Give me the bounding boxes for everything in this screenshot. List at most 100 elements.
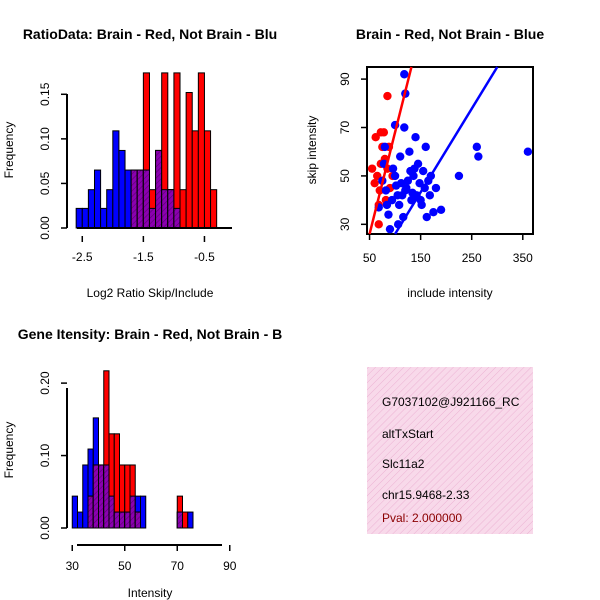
histogram-bar-overlap bbox=[161, 189, 169, 229]
scatter-point-brain bbox=[374, 220, 383, 229]
histogram-bar-overlap bbox=[124, 511, 131, 529]
ratio-histogram-bars bbox=[75, 72, 218, 229]
x-axis-ticks: 30 50 70 90 bbox=[66, 545, 237, 573]
histogram-bar-brain bbox=[203, 130, 212, 229]
histogram-bar-brain bbox=[191, 130, 199, 229]
histogram-bar-overlap bbox=[92, 464, 99, 529]
histogram-bar-not-brain bbox=[140, 495, 147, 529]
y-tick-label: 90 bbox=[338, 72, 352, 86]
scatter-point-not-brain bbox=[394, 200, 404, 210]
y-axis-label: Frequency bbox=[2, 122, 16, 179]
histogram-bar-not-brain bbox=[87, 189, 95, 229]
scatter-point-not-brain bbox=[523, 147, 533, 156]
scatter-point-not-brain bbox=[405, 147, 414, 156]
histogram-bar-overlap bbox=[155, 149, 163, 229]
chart-title: RatioData: Brain - Red, Not Brain - Blu bbox=[23, 26, 277, 42]
histogram-bar-not-brain bbox=[77, 511, 84, 529]
histogram-bar-overlap bbox=[148, 207, 157, 229]
histogram-bar-overlap bbox=[142, 169, 150, 229]
histogram-bar-brain bbox=[197, 72, 205, 229]
fit-line-brain bbox=[368, 66, 413, 235]
scatter-points bbox=[367, 70, 533, 234]
x-axis-label: Log2 Ratio Skip/Include bbox=[87, 286, 214, 300]
x-tick-label: 70 bbox=[171, 559, 185, 573]
fit-line-not-brain bbox=[394, 66, 499, 235]
scatter-point-brain bbox=[367, 164, 377, 173]
histogram-bar-overlap bbox=[173, 207, 181, 229]
scatter-point-not-brain bbox=[381, 186, 391, 195]
x-tick-label: 350 bbox=[513, 251, 533, 265]
scatter-point-brain bbox=[371, 132, 380, 142]
x-tick-label: -2.5 bbox=[72, 250, 93, 264]
scatter-point-brain bbox=[383, 91, 392, 101]
gene-name: Slc11a2 bbox=[382, 457, 425, 471]
scatter-point-not-brain bbox=[425, 191, 435, 200]
histogram-bar-not-brain bbox=[75, 207, 83, 229]
scatter-point-not-brain bbox=[388, 164, 398, 173]
scatter-point-not-brain bbox=[431, 183, 441, 193]
scatter-point-not-brain bbox=[400, 70, 409, 79]
histogram-bar-not-brain bbox=[112, 130, 120, 229]
scatter-point-not-brain bbox=[422, 212, 431, 222]
histogram-bar-overlap bbox=[87, 495, 94, 529]
scatter-point-not-brain bbox=[418, 166, 428, 176]
y-axis-ticks: 0.00 0.10 0.20 bbox=[38, 371, 67, 540]
scatter-point-not-brain bbox=[413, 159, 423, 169]
x-axis-ticks: 50 150 250 350 bbox=[363, 234, 533, 265]
histogram-bar-not-brain bbox=[93, 169, 102, 229]
info-box-background bbox=[367, 367, 533, 534]
p-value: Pval: 2.000000 bbox=[382, 511, 462, 525]
y-tick-label: 30 bbox=[338, 217, 352, 231]
x-tick-label: 50 bbox=[118, 559, 132, 573]
y-tick-label: 0.10 bbox=[38, 444, 52, 468]
histogram-bar-brain bbox=[210, 189, 218, 229]
x-tick-label: 90 bbox=[223, 559, 237, 573]
scatter-point-not-brain bbox=[472, 142, 482, 152]
scatter-point-brain bbox=[379, 128, 389, 137]
scatter-point-not-brain bbox=[411, 132, 420, 142]
y-axis-label: skip intensity bbox=[305, 116, 319, 185]
x-tick-label: 250 bbox=[462, 251, 482, 265]
histogram-bar-brain bbox=[173, 72, 181, 229]
scatter-point-not-brain bbox=[390, 171, 400, 181]
histogram-bar-overlap bbox=[130, 169, 138, 229]
scatter-point-not-brain bbox=[409, 171, 418, 181]
scatter-point-not-brain bbox=[385, 224, 395, 234]
ratio-histogram-panel: RatioData: Brain - Red, Not Brain - Blu … bbox=[2, 26, 277, 300]
y-tick-label: 50 bbox=[338, 169, 352, 183]
y-axis-ticks: 0.00 0.05 0.10 0.15 bbox=[38, 82, 67, 240]
histogram-bar-overlap bbox=[176, 511, 183, 529]
x-tick-label: -0.5 bbox=[194, 250, 215, 264]
scatter-point-brain bbox=[370, 178, 379, 188]
scatter-point-not-brain bbox=[454, 171, 464, 181]
histogram-bar-brain bbox=[179, 189, 187, 229]
y-tick-label: 0.20 bbox=[38, 371, 52, 395]
scatter-point-not-brain bbox=[403, 176, 413, 185]
y-axis-ticks: 30 50 70 90 bbox=[338, 72, 367, 231]
y-tick-label: 70 bbox=[338, 121, 352, 135]
histogram-bar-overlap bbox=[103, 464, 110, 529]
histogram-bar-overlap bbox=[113, 511, 120, 529]
scatter-point-not-brain bbox=[421, 142, 430, 152]
event-type: altTxStart bbox=[382, 427, 434, 441]
y-tick-label: 0.00 bbox=[38, 516, 52, 540]
plot-frame bbox=[366, 66, 534, 235]
genomic-location: chr15.9468-2.33 bbox=[382, 488, 470, 502]
x-axis-label: include intensity bbox=[407, 286, 492, 300]
probe-id: G7037102@J921166_RC bbox=[382, 395, 520, 409]
x-tick-label: 30 bbox=[66, 559, 80, 573]
histogram-bar-not-brain bbox=[71, 495, 78, 529]
histogram-bar-overlap bbox=[108, 495, 115, 529]
histogram-bar-not-brain bbox=[106, 189, 114, 229]
intensity-scatter-panel: Brain - Red, Not Brain - Blue 50 150 250 35… bbox=[305, 26, 544, 300]
x-tick-label: 150 bbox=[411, 251, 431, 265]
event-info-panel: G7037102@J921166_RC altTxStart Slc11a2 c… bbox=[367, 367, 533, 534]
histogram-bar-overlap bbox=[119, 511, 126, 529]
scatter-point-not-brain bbox=[474, 152, 483, 161]
scatter-point-not-brain bbox=[402, 183, 411, 193]
scatter-point-not-brain bbox=[380, 142, 390, 152]
histogram-bar-not-brain bbox=[82, 464, 89, 529]
y-tick-label: 0.00 bbox=[38, 216, 52, 240]
y-axis-label: Frequency bbox=[2, 422, 16, 479]
histogram-bar-overlap bbox=[136, 169, 144, 229]
